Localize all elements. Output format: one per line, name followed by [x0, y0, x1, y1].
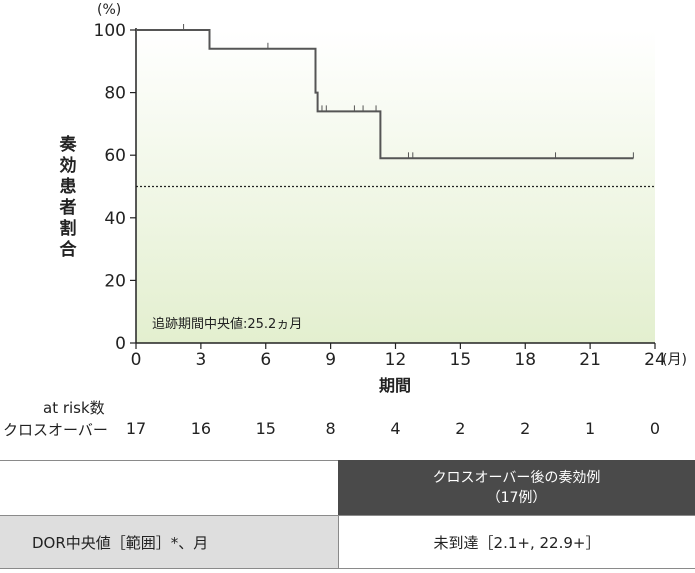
- dor-header: クロスオーバー後の奏効例 （17例）: [338, 460, 695, 515]
- y-tick-label: 80: [104, 84, 126, 104]
- x-tick-label: 21: [579, 350, 601, 370]
- x-tick-label: 6: [260, 350, 271, 370]
- annotation: 追跡期間中央値:25.2ヵ月: [152, 316, 302, 332]
- x-tick-label: 24: [644, 350, 666, 370]
- x-tick-label: 12: [385, 350, 407, 370]
- risk-count: 2: [455, 419, 466, 438]
- y-axis-label-char: 者: [59, 197, 77, 218]
- risk-count: 16: [190, 419, 212, 438]
- risk-count: 2: [520, 419, 531, 438]
- dor-header-line2: （17例）: [486, 490, 547, 506]
- risk-count: 17: [125, 419, 147, 438]
- km-chart: 0 20 40 60 80 100 0 3 6 9 12 15 18 21 24 (%) (月) 追跡期間中…: [59, 2, 687, 395]
- y-unit: (%): [97, 2, 121, 18]
- y-axis-label-char: 奏: [59, 134, 78, 155]
- risk-count: 15: [255, 419, 276, 438]
- y-tick-label: 100: [94, 21, 126, 41]
- risk-count: 0: [649, 419, 661, 438]
- y-axis-label-char: 割: [60, 218, 77, 239]
- dor-row-value: 未到達［2.1+, 22.9+］: [338, 515, 695, 569]
- x-tick-label: 0: [131, 350, 142, 370]
- risk-count: 4: [390, 419, 401, 438]
- x-tick-label: 18: [514, 350, 536, 370]
- x-unit: (月): [662, 352, 687, 368]
- x-axis-label: 期間: [379, 376, 411, 395]
- dor-row-label: DOR中央値［範囲］*、月: [0, 515, 338, 569]
- y-tick-label: 40: [104, 209, 126, 229]
- y-axis-label-char: 合: [60, 239, 78, 260]
- risk-row-label: クロスオーバー: [3, 421, 108, 439]
- risk-title: at risk数: [43, 399, 105, 417]
- y-tick-label: 60: [104, 146, 126, 166]
- dor-header-empty: [0, 460, 338, 515]
- x-tick-label: 9: [325, 350, 336, 370]
- x-tick-label: 3: [195, 350, 206, 370]
- survival-curve: [136, 29, 634, 160]
- x-tick-label: 15: [450, 350, 472, 370]
- y-tick-label: 20: [104, 271, 126, 291]
- y-axis-label-char: 効: [60, 155, 77, 176]
- risk-table: at risk数 クロスオーバー 17 16 15 8 4 2 2 1 0: [0, 397, 695, 447]
- y-tick-label: 0: [115, 334, 126, 354]
- y-axis-label-char: 患: [60, 177, 77, 197]
- dor-table: クロスオーバー後の奏効例 （17例） DOR中央値［範囲］*、月 未到達［2.1…: [0, 460, 695, 570]
- risk-count: 1: [585, 419, 596, 438]
- risk-count: 8: [325, 419, 336, 438]
- dor-header-line1: クロスオーバー後の奏効例: [432, 470, 601, 486]
